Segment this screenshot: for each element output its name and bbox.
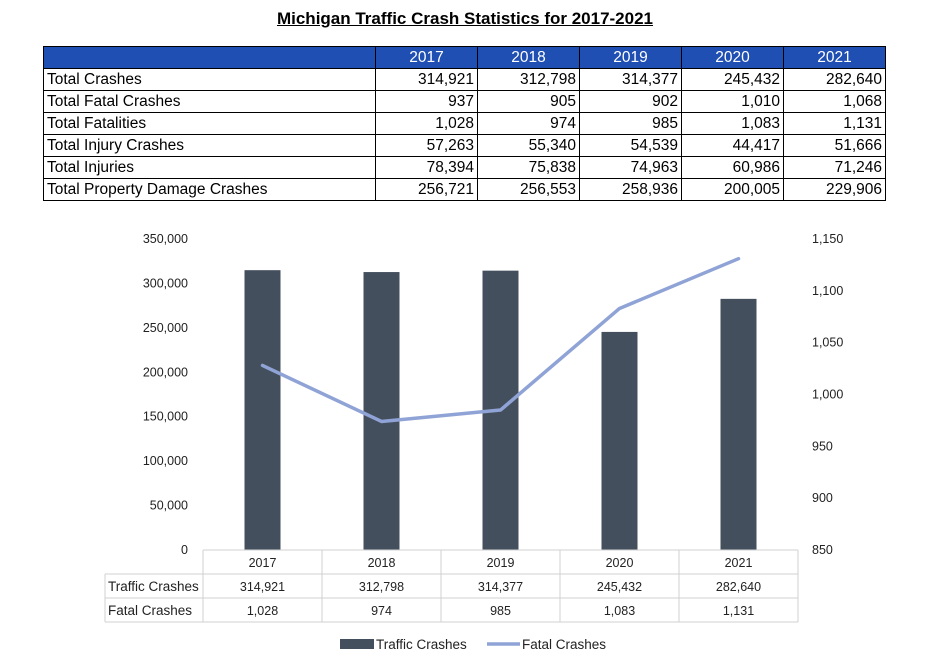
left-axis-tick-label: 100,000 [143, 454, 188, 468]
bar [363, 272, 400, 550]
x-axis-category-label: 2018 [368, 556, 396, 570]
data-label-traffic-crashes: 245,432 [597, 580, 642, 594]
table-row: Total Fatalities 1,028 974 985 1,083 1,1… [43, 112, 886, 135]
data-label-fatal-crashes: 1,131 [723, 604, 754, 618]
legend-label-fatal-crashes: Fatal Crashes [522, 637, 606, 652]
fatal-crashes-line [260, 256, 741, 424]
table-cell: 54,539 [579, 134, 682, 157]
table-cell: 1,131 [783, 112, 886, 135]
x-axis-category-label: 2021 [725, 556, 753, 570]
left-axis-tick-label: 0 [181, 543, 188, 557]
table-cell: 51,666 [783, 134, 886, 157]
table-header-year: 2017 [375, 46, 478, 69]
bar [244, 270, 281, 550]
right-axis-tick-label: 1,150 [812, 232, 843, 246]
right-axis-tick-label: 850 [812, 543, 833, 557]
table-cell: 258,936 [579, 178, 682, 201]
row-label: Total Fatalities [43, 112, 376, 135]
row-label: Total Fatal Crashes [43, 90, 376, 113]
table-cell: 200,005 [681, 178, 784, 201]
table-cell: 256,721 [375, 178, 478, 201]
data-label-fatal-crashes: 1,028 [247, 604, 278, 618]
page-title: Michigan Traffic Crash Statistics for 20… [276, 9, 654, 28]
table-cell: 75,838 [477, 156, 580, 179]
data-label-fatal-crashes: 974 [371, 604, 392, 618]
right-axis-tick-label: 1,000 [812, 388, 843, 402]
table-cell: 312,798 [477, 68, 580, 91]
table-header-year: 2021 [783, 46, 886, 69]
table-row: Total Property Damage Crashes 256,721 25… [43, 178, 886, 201]
table-cell: 71,246 [783, 156, 886, 179]
table-row: Total Crashes 314,921 312,798 314,377 24… [43, 68, 886, 91]
table-cell: 314,377 [579, 68, 682, 91]
row-label: Total Crashes [43, 68, 376, 91]
table-cell: 245,432 [681, 68, 784, 91]
table-row: Total Fatal Crashes 937 905 902 1,010 1,… [43, 90, 886, 113]
table-header-year: 2018 [477, 46, 580, 69]
table-cell: 229,906 [783, 178, 886, 201]
table-cell: 985 [579, 112, 682, 135]
table-cell: 1,010 [681, 90, 784, 113]
table-cell: 902 [579, 90, 682, 113]
data-label-traffic-crashes: 314,377 [478, 580, 523, 594]
row-label: Total Injury Crashes [43, 134, 376, 157]
table-cell: 55,340 [477, 134, 580, 157]
data-table-row-header: Fatal Crashes [108, 603, 192, 618]
table-row: Total Injury Crashes 57,263 55,340 54,53… [43, 134, 886, 157]
table-header-blank [43, 46, 376, 69]
data-label-traffic-crashes: 314,921 [240, 580, 285, 594]
table-cell: 974 [477, 112, 580, 135]
row-label: Total Injuries [43, 156, 376, 179]
x-axis-category-label: 2019 [487, 556, 515, 570]
right-axis-tick-label: 950 [812, 439, 833, 453]
table-cell: 60,986 [681, 156, 784, 179]
bar [720, 298, 757, 550]
table-cell: 256,553 [477, 178, 580, 201]
table-header-year: 2019 [579, 46, 682, 69]
x-axis-category-label: 2017 [249, 556, 277, 570]
table-cell: 937 [375, 90, 478, 113]
legend-swatch-traffic-crashes [340, 639, 374, 649]
stats-table: 2017 2018 2019 2020 2021 Total Crashes 3… [43, 46, 886, 201]
left-axis-tick-label: 250,000 [143, 321, 188, 335]
table-cell: 74,963 [579, 156, 682, 179]
right-axis-tick-label: 900 [812, 491, 833, 505]
data-label-fatal-crashes: 1,083 [604, 604, 635, 618]
right-axis-tick-label: 1,100 [812, 284, 843, 298]
table-cell: 1,068 [783, 90, 886, 113]
table-cell: 282,640 [783, 68, 886, 91]
data-label-traffic-crashes: 282,640 [716, 580, 761, 594]
left-axis-tick-label: 300,000 [143, 276, 188, 290]
x-axis-category-label: 2020 [606, 556, 634, 570]
row-label: Total Property Damage Crashes [43, 178, 376, 201]
data-label-traffic-crashes: 312,798 [359, 580, 404, 594]
combo-chart: 0 50,000 100,000 150,000 200,000 250,000 300,0… [104, 232, 843, 652]
table-cell: 905 [477, 90, 580, 113]
table-cell: 1,028 [375, 112, 478, 135]
left-axis-tick-label: 200,000 [143, 365, 188, 379]
legend-label-traffic-crashes: Traffic Crashes [376, 637, 467, 652]
data-table-row-header: Traffic Crashes [108, 579, 199, 594]
table-row: Total Injuries 78,394 75,838 74,963 60,9… [43, 156, 886, 179]
data-label-fatal-crashes: 985 [490, 604, 511, 618]
table-cell: 78,394 [375, 156, 478, 179]
right-axis-tick-label: 1,050 [812, 336, 843, 350]
table-cell: 44,417 [681, 134, 784, 157]
table-header-row: 2017 2018 2019 2020 2021 [43, 46, 886, 69]
table-cell: 1,083 [681, 112, 784, 135]
bar [601, 331, 638, 550]
left-axis-tick-label: 150,000 [143, 410, 188, 424]
left-axis-tick-label: 50,000 [150, 499, 188, 513]
left-axis-tick-label: 350,000 [143, 232, 188, 246]
table-cell: 57,263 [375, 134, 478, 157]
table-header-year: 2020 [681, 46, 784, 69]
table-cell: 314,921 [375, 68, 478, 91]
